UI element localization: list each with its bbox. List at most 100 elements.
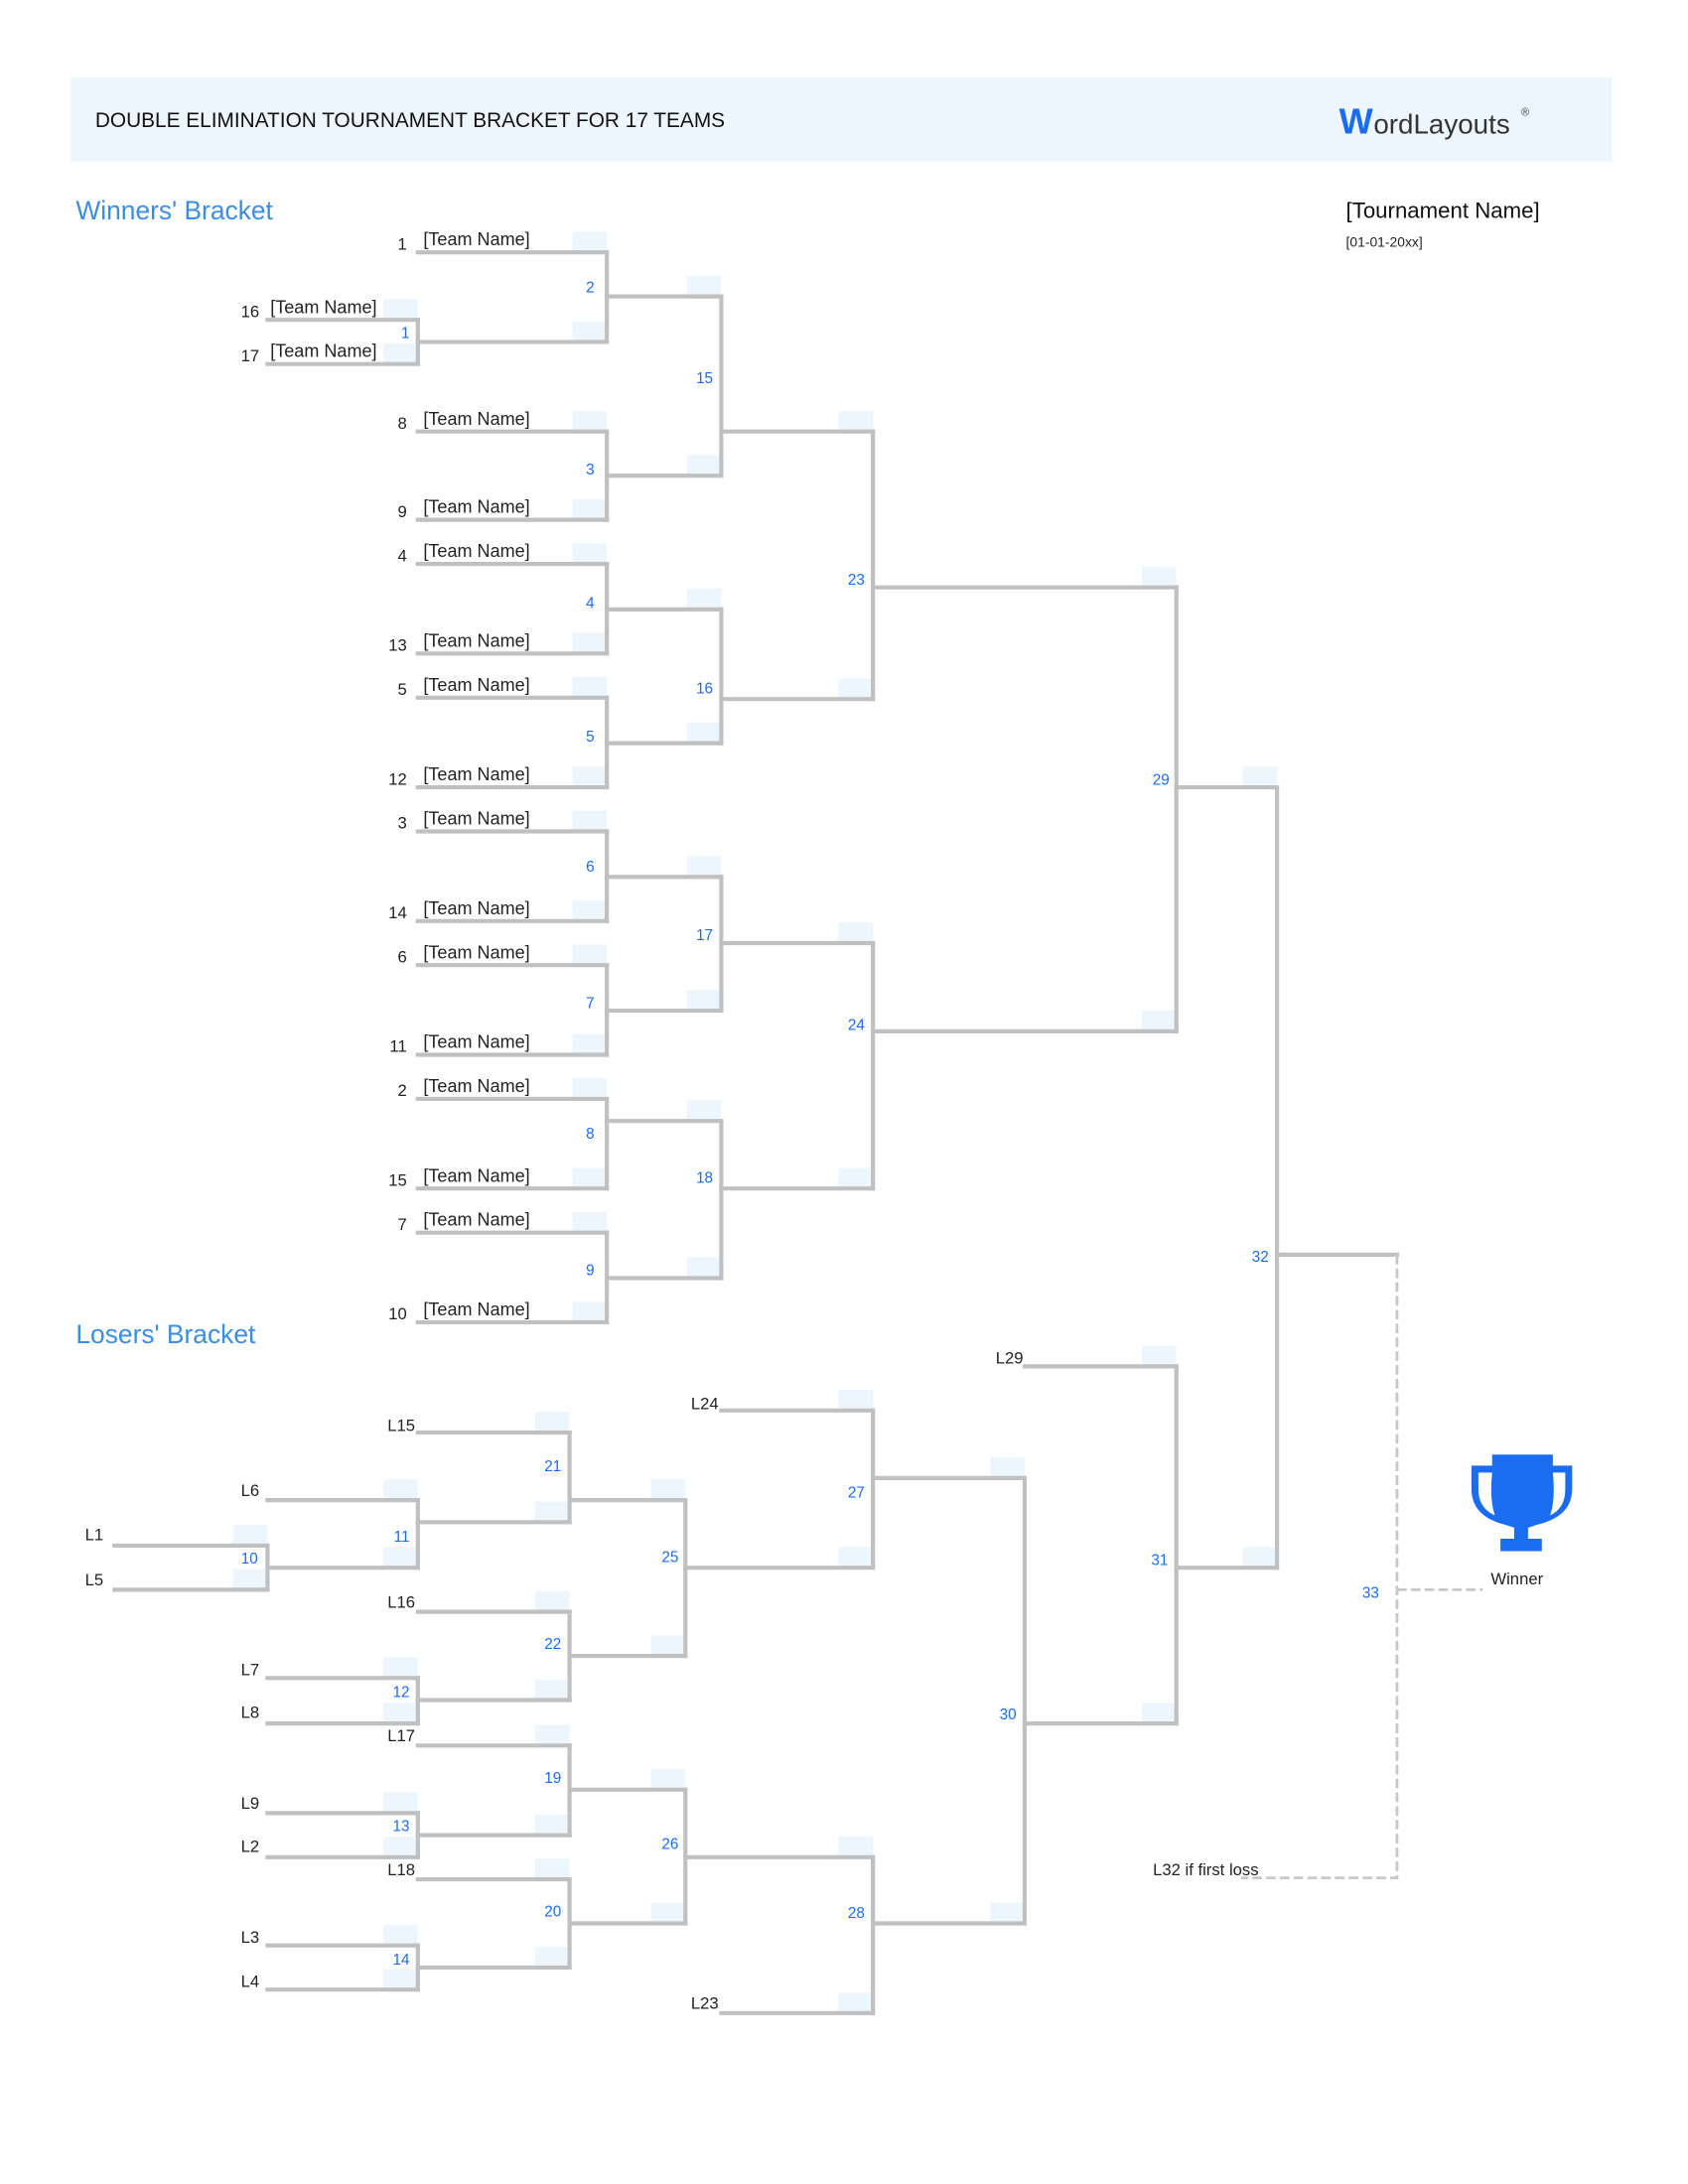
score-box[interactable] bbox=[686, 990, 722, 1010]
score-box[interactable] bbox=[686, 589, 722, 609]
score-box[interactable] bbox=[572, 676, 608, 697]
score-box[interactable] bbox=[838, 1167, 874, 1187]
match-number: 24 bbox=[848, 1018, 865, 1034]
score-box[interactable] bbox=[838, 1837, 874, 1856]
score-box[interactable] bbox=[838, 1547, 874, 1567]
score-box[interactable] bbox=[686, 856, 722, 876]
score-box[interactable] bbox=[572, 1033, 608, 1054]
score-box[interactable] bbox=[1142, 1345, 1177, 1365]
team-seed: 7 bbox=[397, 1215, 406, 1234]
score-box[interactable] bbox=[534, 1814, 570, 1835]
team-name[interactable]: [Team Name] bbox=[423, 630, 529, 650]
score-box[interactable] bbox=[838, 1390, 874, 1410]
score-box[interactable] bbox=[1242, 1547, 1278, 1567]
score-box[interactable] bbox=[1242, 766, 1278, 786]
score-box[interactable] bbox=[383, 299, 418, 319]
team-name[interactable]: [Team Name] bbox=[423, 942, 529, 962]
score-box[interactable] bbox=[383, 1547, 418, 1567]
score-box[interactable] bbox=[534, 1590, 570, 1611]
score-box[interactable] bbox=[534, 1947, 570, 1967]
score-box[interactable] bbox=[650, 1902, 686, 1923]
team-name[interactable]: [Team Name] bbox=[423, 898, 529, 918]
team-row: 9 [Team Name] bbox=[397, 497, 529, 521]
match-number: 22 bbox=[544, 1636, 561, 1653]
score-box[interactable] bbox=[534, 1679, 570, 1700]
match-number: 23 bbox=[848, 572, 865, 589]
team-name[interactable]: [Team Name] bbox=[423, 1032, 529, 1052]
score-box[interactable] bbox=[572, 410, 608, 431]
score-box[interactable] bbox=[383, 1479, 418, 1499]
score-box[interactable] bbox=[650, 1635, 686, 1655]
score-box[interactable] bbox=[686, 1257, 722, 1278]
team-name[interactable]: [Team Name] bbox=[423, 1076, 529, 1096]
reset-note: L32 if first loss bbox=[1153, 1860, 1258, 1879]
team-name[interactable]: [Team Name] bbox=[423, 675, 529, 695]
team-name[interactable]: [Team Name] bbox=[423, 1165, 529, 1185]
score-box[interactable] bbox=[1142, 1703, 1177, 1722]
score-box[interactable] bbox=[383, 1969, 418, 1988]
score-box[interactable] bbox=[572, 632, 608, 652]
match-number: 1 bbox=[401, 325, 410, 341]
score-box[interactable] bbox=[990, 1902, 1025, 1923]
match-number: 33 bbox=[1362, 1585, 1379, 1602]
score-box[interactable] bbox=[232, 1525, 268, 1545]
score-box[interactable] bbox=[572, 810, 608, 831]
team-seed: 9 bbox=[397, 502, 406, 521]
score-box[interactable] bbox=[534, 1724, 570, 1744]
score-box[interactable] bbox=[686, 455, 722, 475]
score-box[interactable] bbox=[572, 944, 608, 964]
score-box[interactable] bbox=[534, 1501, 570, 1521]
team-name[interactable]: [Team Name] bbox=[423, 409, 529, 429]
score-box[interactable] bbox=[572, 321, 608, 341]
team-name[interactable]: [Team Name] bbox=[423, 229, 529, 249]
team-name[interactable]: [Team Name] bbox=[423, 809, 529, 829]
score-box[interactable] bbox=[838, 1991, 874, 2012]
score-box[interactable] bbox=[650, 1768, 686, 1789]
match-number: 4 bbox=[586, 596, 595, 613]
score-box[interactable] bbox=[990, 1457, 1025, 1477]
team-name[interactable]: [Team Name] bbox=[423, 497, 529, 517]
score-box[interactable] bbox=[383, 342, 418, 363]
team-name[interactable]: [Team Name] bbox=[423, 1299, 529, 1319]
score-box[interactable] bbox=[572, 1211, 608, 1232]
team-name[interactable]: [Team Name] bbox=[270, 341, 376, 361]
score-box[interactable] bbox=[232, 1569, 268, 1588]
team-row: 11 [Team Name] bbox=[389, 1032, 529, 1056]
score-box[interactable] bbox=[572, 1078, 608, 1098]
score-box[interactable] bbox=[534, 1412, 570, 1432]
score-box[interactable] bbox=[572, 1301, 608, 1321]
team-name[interactable]: [Team Name] bbox=[423, 764, 529, 784]
score-box[interactable] bbox=[838, 922, 874, 942]
score-box[interactable] bbox=[838, 410, 874, 431]
score-box[interactable] bbox=[686, 1100, 722, 1120]
tournament-name[interactable]: [Tournament Name] bbox=[1346, 198, 1540, 222]
score-box[interactable] bbox=[1142, 566, 1177, 587]
score-box[interactable] bbox=[383, 1657, 418, 1677]
score-box[interactable] bbox=[572, 543, 608, 563]
team-row: 13 [Team Name] bbox=[388, 630, 530, 654]
score-box[interactable] bbox=[572, 766, 608, 786]
score-box[interactable] bbox=[534, 1858, 570, 1878]
score-box[interactable] bbox=[572, 231, 608, 251]
score-box[interactable] bbox=[838, 678, 874, 698]
score-box[interactable] bbox=[383, 1792, 418, 1812]
team-seed: 13 bbox=[388, 636, 407, 655]
score-box[interactable] bbox=[572, 498, 608, 519]
score-box[interactable] bbox=[383, 1837, 418, 1856]
score-box[interactable] bbox=[383, 1703, 418, 1722]
team-seed: 16 bbox=[241, 302, 260, 321]
team-name[interactable]: [Team Name] bbox=[423, 541, 529, 561]
tournament-date[interactable]: [01-01-20xx] bbox=[1346, 234, 1423, 250]
team-name[interactable]: [Team Name] bbox=[423, 1210, 529, 1230]
score-box[interactable] bbox=[572, 1167, 608, 1187]
score-box[interactable] bbox=[686, 722, 722, 743]
score-box[interactable] bbox=[1142, 1011, 1177, 1030]
losers-bracket-title: Losers' Bracket bbox=[75, 1319, 256, 1349]
match-number: 2 bbox=[586, 279, 594, 296]
score-box[interactable] bbox=[572, 899, 608, 920]
score-box[interactable] bbox=[650, 1479, 686, 1499]
score-box[interactable] bbox=[383, 1924, 418, 1945]
score-box[interactable] bbox=[686, 275, 722, 296]
team-row: 7 [Team Name] bbox=[397, 1210, 529, 1234]
team-name[interactable]: [Team Name] bbox=[270, 297, 376, 317]
